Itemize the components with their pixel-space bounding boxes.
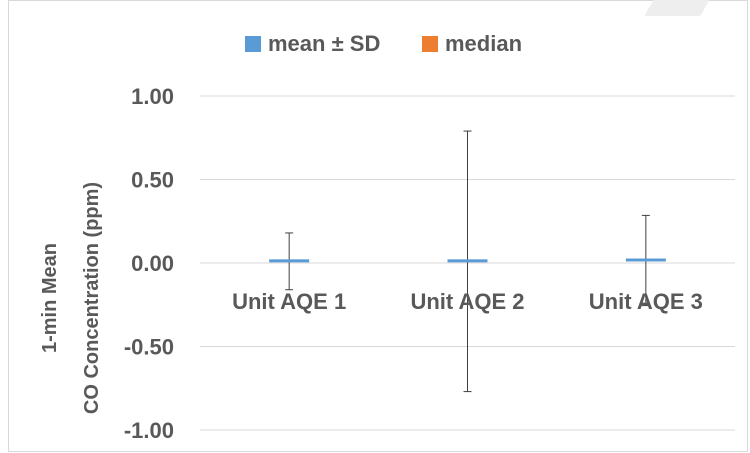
y-axis-label-line-1: 1-min Mean bbox=[39, 243, 61, 353]
data-marks bbox=[269, 130, 666, 393]
mean-marker bbox=[269, 259, 310, 263]
legend-label-mean: mean ± SD bbox=[268, 31, 380, 56]
y-tick-label: -1.00 bbox=[124, 418, 174, 443]
category-labels: Unit AQE 1 Unit AQE 2 Unit AQE 3 bbox=[232, 289, 703, 314]
mean-marker bbox=[447, 259, 488, 263]
legend: mean ± SD median bbox=[245, 31, 522, 56]
category-label: Unit AQE 2 bbox=[410, 289, 524, 314]
category-label: Unit AQE 3 bbox=[589, 289, 703, 314]
legend-label-median: median bbox=[445, 31, 522, 56]
y-tick-label: 0.50 bbox=[131, 168, 174, 193]
legend-swatch-median bbox=[422, 36, 438, 52]
y-tick-labels: 1.00 0.50 0.00 -0.50 -1.00 bbox=[124, 84, 174, 443]
legend-swatch-mean bbox=[245, 36, 261, 52]
y-tick-label: 0.00 bbox=[131, 251, 174, 276]
y-axis-label: 1-min Mean CO Concentration (ppm) bbox=[39, 182, 103, 414]
y-axis-label-line-2: CO Concentration (ppm) bbox=[81, 182, 103, 414]
mean-marker bbox=[625, 258, 666, 262]
y-tick-label: 1.00 bbox=[131, 84, 174, 109]
category-label: Unit AQE 1 bbox=[232, 289, 346, 314]
chart-frame bbox=[8, 0, 748, 452]
y-tick-label: -0.50 bbox=[124, 335, 174, 360]
